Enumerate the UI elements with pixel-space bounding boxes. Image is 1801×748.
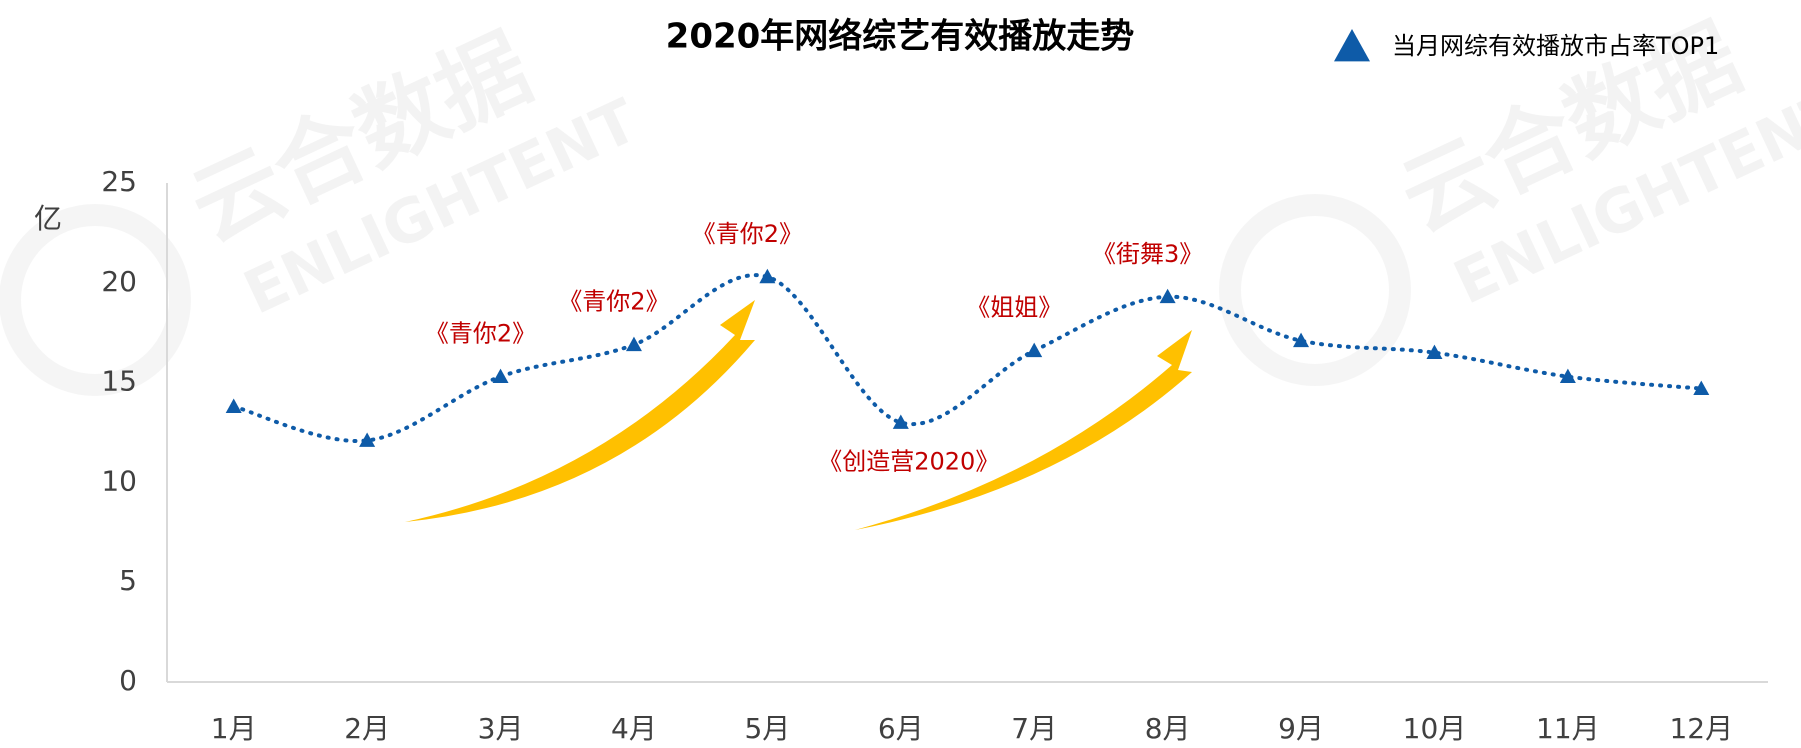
data-point [492, 368, 509, 384]
y-tick-label: 20 [101, 265, 137, 298]
x-tick-label: 6月 [878, 712, 924, 745]
annotation: 《青你2》 [558, 288, 669, 316]
annotation: 《创造营2020》 [818, 448, 999, 476]
annotation: 《青你2》 [692, 220, 803, 248]
legend-label: 当月网综有效播放市占率TOP1 [1392, 32, 1719, 60]
watermark-logo [1219, 194, 1411, 386]
y-tick-label: 15 [101, 365, 137, 398]
data-point [759, 268, 776, 284]
x-tick-label: 3月 [478, 712, 524, 745]
data-point [1026, 342, 1043, 358]
annotation: 《姐姐》 [966, 294, 1062, 322]
y-tick-label: 5 [119, 564, 137, 597]
trend-arrow [855, 330, 1192, 530]
x-tick-label: 1月 [211, 712, 257, 745]
x-tick-label: 10月 [1403, 712, 1467, 745]
x-tick-label: 9月 [1278, 712, 1324, 745]
legend-marker [1334, 29, 1370, 62]
watermark-logo [0, 204, 191, 396]
x-tick-label: 12月 [1669, 712, 1733, 745]
data-point [1693, 380, 1710, 395]
data-point [1159, 288, 1176, 304]
x-tick-label: 8月 [1145, 712, 1191, 745]
y-axis-label: 亿 [34, 202, 62, 235]
data-point [1559, 368, 1576, 384]
data-point [625, 336, 642, 352]
annotation: 《青你2》 [425, 320, 536, 348]
watermark: 云合数据 ENLIGHTENT 云合数据 ENLIGHTENT [0, 5, 1801, 396]
data-point [1293, 332, 1310, 348]
annotation: 《街舞3》 [1092, 240, 1203, 268]
y-tick-label: 0 [119, 664, 137, 697]
x-tick-label: 4月 [611, 712, 657, 745]
series-line [231, 273, 1704, 443]
x-tick-label: 5月 [744, 712, 790, 745]
chart-title: 2020年网络综艺有效播放走势 [666, 17, 1135, 57]
data-point [359, 432, 376, 447]
x-tick-label: 7月 [1011, 712, 1057, 745]
y-tick-label: 25 [101, 165, 137, 198]
data-point [225, 398, 242, 413]
x-tick-label: 11月 [1536, 712, 1600, 745]
data-point [1426, 344, 1443, 360]
x-tick-label: 2月 [344, 712, 390, 745]
data-point [892, 414, 909, 429]
y-tick-label: 10 [101, 464, 137, 497]
